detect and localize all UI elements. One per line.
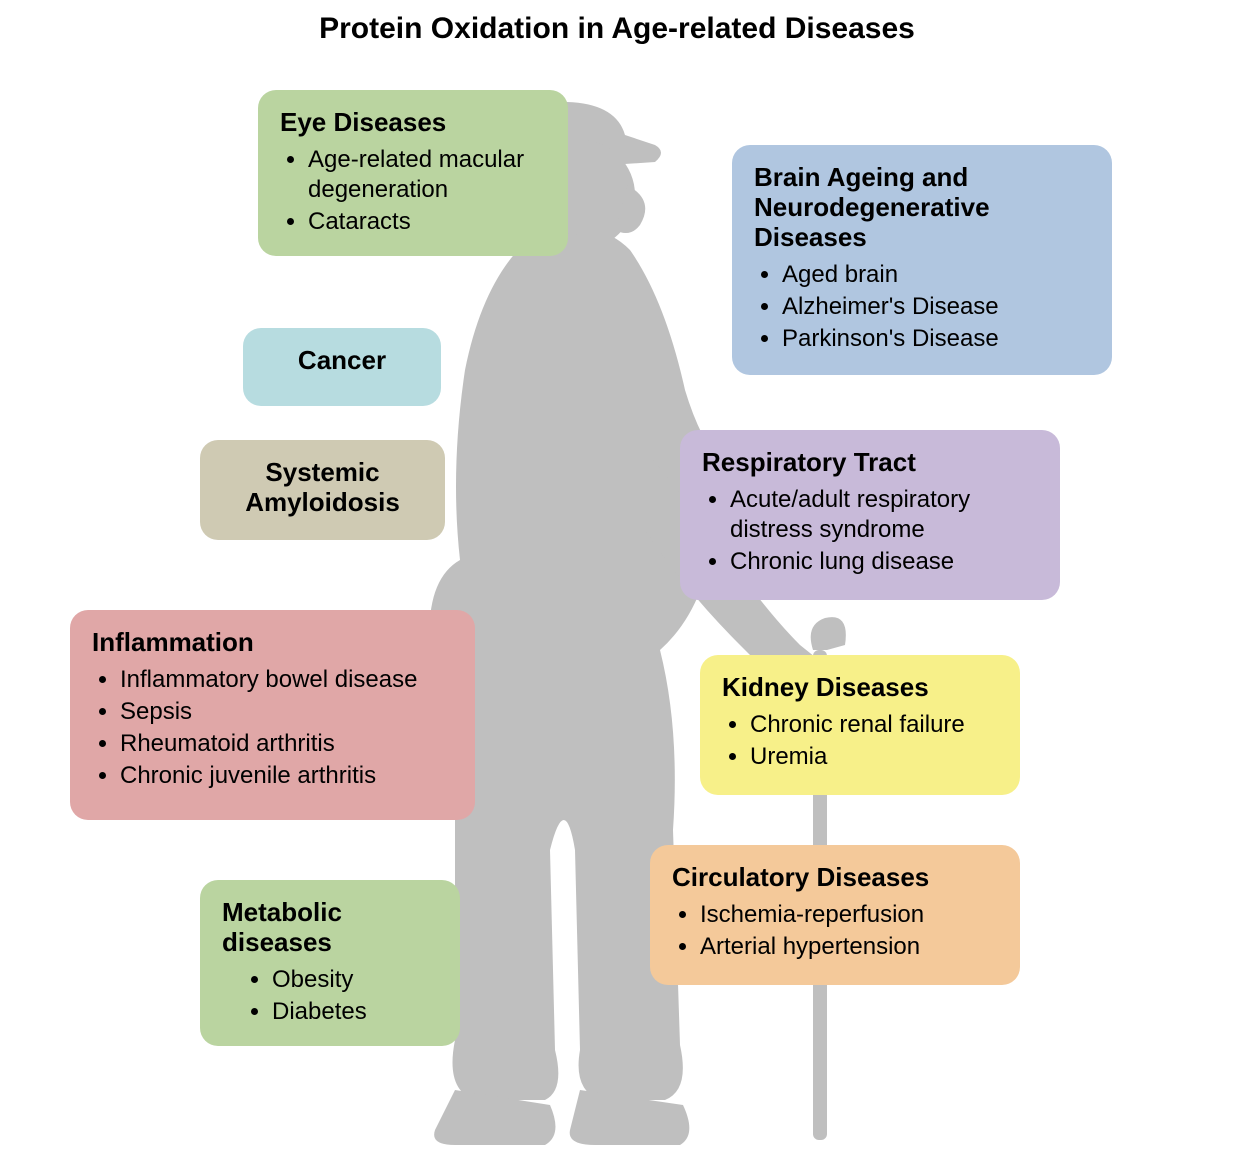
card-list: Age-related macular degeneration Catarac… [308, 144, 546, 238]
card-brain-ageing: Brain Ageing and Neurodegenerative Disea… [732, 145, 1112, 375]
list-item: Obesity [272, 964, 438, 996]
card-inflammation: Inflammation Inflammatory bowel disease … [70, 610, 475, 820]
card-list: Aged brain Alzheimer's Disease Parkinson… [782, 259, 1090, 355]
card-eye-diseases: Eye Diseases Age-related macular degener… [258, 90, 568, 256]
card-title: Metabolic diseases [222, 898, 438, 958]
list-item: Cataracts [308, 206, 546, 238]
page-title: Protein Oxidation in Age-related Disease… [0, 12, 1234, 46]
card-metabolic-diseases: Metabolic diseases Obesity Diabetes [200, 880, 460, 1046]
card-kidney-diseases: Kidney Diseases Chronic renal failure Ur… [700, 655, 1020, 795]
list-item: Chronic lung disease [730, 546, 1038, 578]
card-cancer: Cancer [243, 328, 441, 406]
list-item: Ischemia-reperfusion [700, 899, 998, 931]
list-item: Chronic renal failure [750, 709, 998, 741]
card-list: Ischemia-reperfusion Arterial hypertensi… [700, 899, 998, 963]
list-item: Inflammatory bowel disease [120, 664, 453, 696]
card-list: Obesity Diabetes [272, 964, 438, 1028]
card-title: Cancer [265, 346, 419, 376]
list-item: Alzheimer's Disease [782, 291, 1090, 323]
card-respiratory-tract: Respiratory Tract Acute/adult respirator… [680, 430, 1060, 600]
card-title: Eye Diseases [280, 108, 546, 138]
card-circulatory-diseases: Circulatory Diseases Ischemia-reperfusio… [650, 845, 1020, 985]
card-title: Respiratory Tract [702, 448, 1038, 478]
card-list: Chronic renal failure Uremia [750, 709, 998, 773]
card-title: Kidney Diseases [722, 673, 998, 703]
card-title: Circulatory Diseases [672, 863, 998, 893]
card-systemic-amyloidosis: Systemic Amyloidosis [200, 440, 445, 540]
card-list: Inflammatory bowel disease Sepsis Rheuma… [120, 664, 453, 792]
card-list: Acute/adult respiratory distress syndrom… [730, 484, 1038, 578]
list-item: Acute/adult respiratory distress syndrom… [730, 484, 1038, 546]
card-title: Inflammation [92, 628, 453, 658]
list-item: Age-related macular degeneration [308, 144, 546, 206]
list-item: Aged brain [782, 259, 1090, 291]
list-item: Chronic juvenile arthritis [120, 760, 453, 792]
list-item: Arterial hypertension [700, 931, 998, 963]
card-title: Systemic Amyloidosis [222, 458, 423, 518]
list-item: Uremia [750, 741, 998, 773]
list-item: Diabetes [272, 996, 438, 1028]
list-item: Parkinson's Disease [782, 323, 1090, 355]
list-item: Rheumatoid arthritis [120, 728, 453, 760]
card-title: Brain Ageing and Neurodegenerative Disea… [754, 163, 1090, 253]
list-item: Sepsis [120, 696, 453, 728]
